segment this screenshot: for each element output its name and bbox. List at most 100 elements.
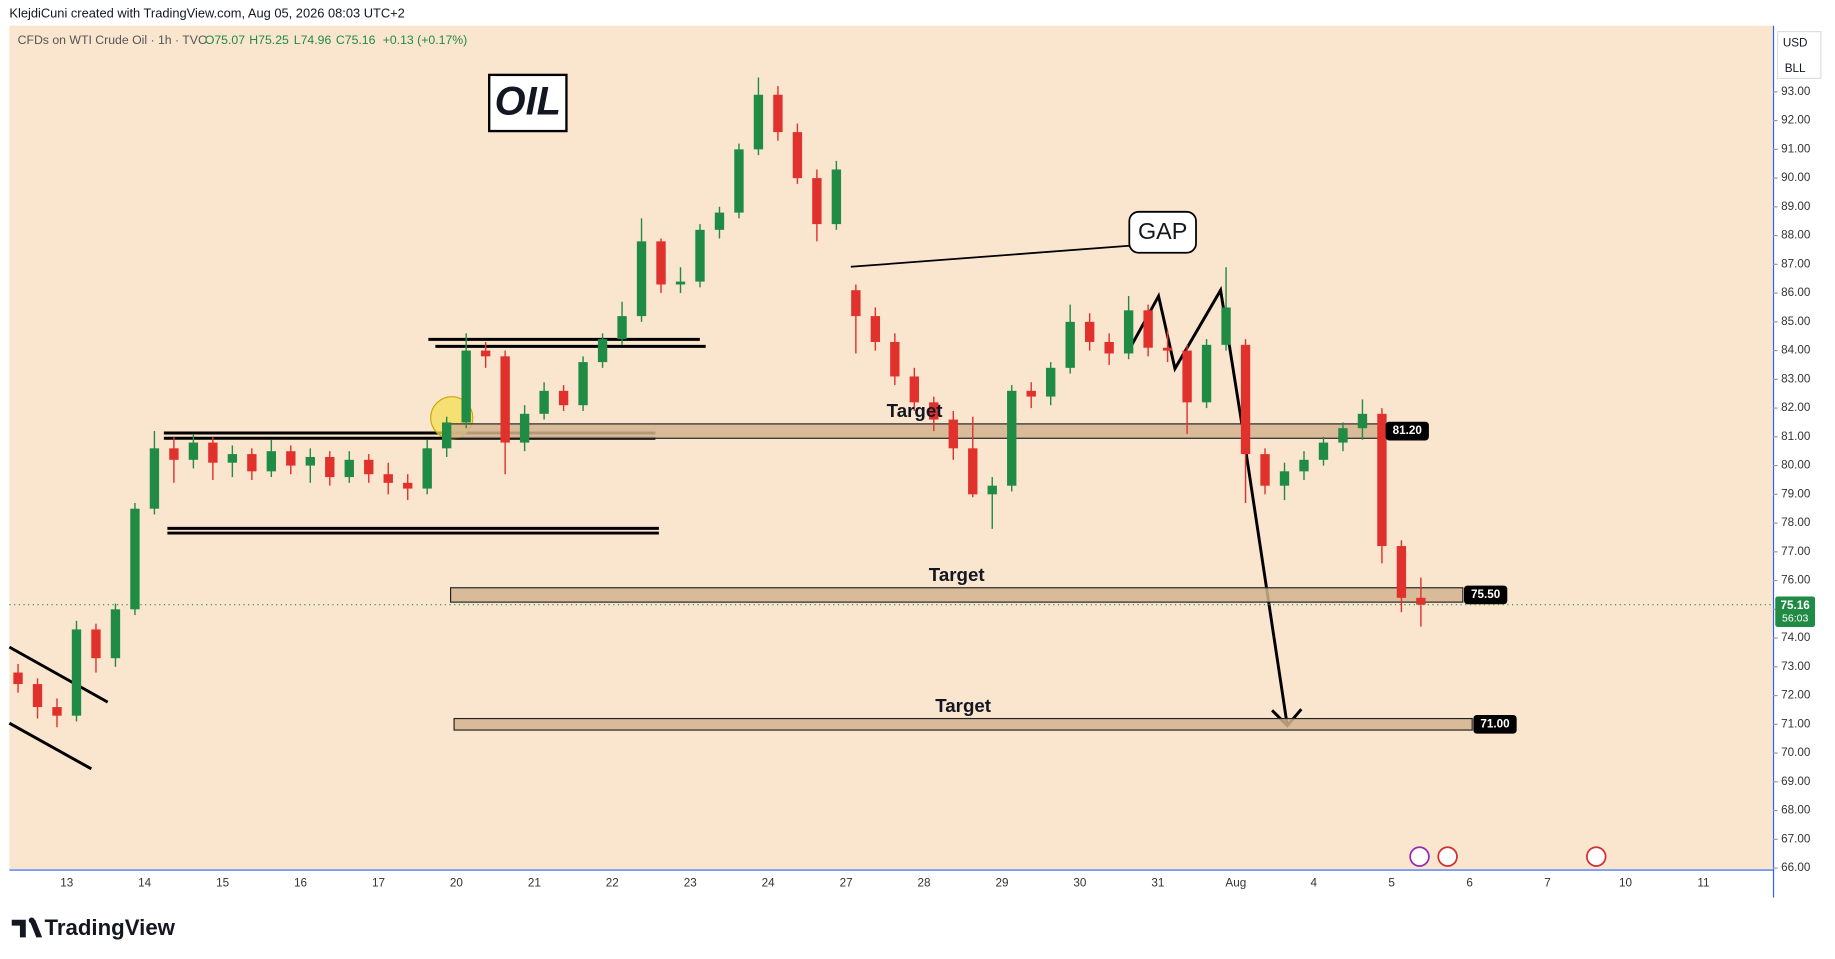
logo-text: TradingView bbox=[45, 915, 176, 940]
y-tick-label: 74.00 bbox=[1781, 631, 1811, 644]
candle-body bbox=[403, 482, 413, 489]
candle-body bbox=[695, 229, 705, 282]
candle-body bbox=[500, 356, 510, 443]
candle-body bbox=[286, 451, 296, 466]
y-tick-label: 92.00 bbox=[1781, 114, 1811, 127]
channel-line bbox=[8, 645, 109, 704]
header: KlejdiCuni created with TradingView.com,… bbox=[9, 5, 404, 20]
y-tick-label: 88.00 bbox=[1781, 229, 1811, 242]
candle-body bbox=[1240, 344, 1251, 455]
y-tick-label: 68.00 bbox=[1781, 804, 1811, 817]
candle-body bbox=[519, 413, 530, 443]
footer-logo: TradingView bbox=[11, 915, 176, 940]
zone-price-label: 71.00 bbox=[1480, 717, 1510, 730]
legend-value: L74.96 bbox=[294, 33, 332, 47]
candle-body bbox=[1123, 310, 1134, 354]
y-tick-label: 78.00 bbox=[1781, 516, 1811, 529]
plot-background bbox=[9, 25, 1773, 870]
candle-body bbox=[1338, 428, 1348, 443]
candle-body bbox=[1396, 546, 1407, 598]
x-tick-label: 22 bbox=[606, 877, 619, 890]
candle-body bbox=[831, 169, 842, 225]
chart-title: OIL bbox=[495, 80, 561, 124]
y-tick-label: 82.00 bbox=[1781, 401, 1811, 414]
y-tick-label: 80.00 bbox=[1781, 459, 1811, 472]
y-tick-label: 81.00 bbox=[1781, 430, 1811, 443]
last-price-label: 75.16 bbox=[1781, 599, 1811, 612]
candle-body bbox=[1104, 341, 1114, 354]
zone-price-label: 81.20 bbox=[1393, 424, 1423, 437]
zone-price-label: 75.50 bbox=[1471, 588, 1501, 601]
candle-body bbox=[851, 290, 861, 317]
logo-icon bbox=[11, 917, 43, 938]
candle-body bbox=[656, 241, 666, 285]
candle-body bbox=[149, 448, 160, 509]
y-tick-label: 89.00 bbox=[1781, 200, 1811, 213]
candle-body bbox=[247, 454, 257, 472]
candle-body bbox=[227, 454, 238, 463]
x-tick-label: Aug bbox=[1225, 877, 1246, 890]
x-tick-label: 16 bbox=[294, 877, 307, 890]
y-tick-label: 71.00 bbox=[1781, 717, 1811, 730]
projection-path bbox=[1130, 285, 1289, 726]
symbol: CFDs on WTI Crude Oil · 1h · TVC bbox=[18, 33, 207, 47]
candle-body bbox=[734, 149, 744, 213]
gap-label: GAP bbox=[1138, 218, 1187, 244]
candle-body bbox=[422, 448, 432, 489]
x-tick-label: 11 bbox=[1697, 877, 1709, 890]
legend-value: +0.13 (+0.17%) bbox=[383, 33, 468, 47]
legend-value: H75.25 bbox=[249, 33, 289, 47]
candle-body bbox=[792, 132, 803, 179]
channel-line bbox=[8, 721, 93, 771]
y-tick-label: 77.00 bbox=[1781, 545, 1811, 558]
candle-body bbox=[1143, 310, 1153, 348]
x-tick-label: 30 bbox=[1073, 877, 1087, 890]
candle-body bbox=[968, 448, 978, 495]
zone-price-box bbox=[1473, 714, 1517, 734]
candle-body bbox=[461, 350, 471, 423]
candle-body bbox=[32, 684, 43, 708]
y-tick-label: 69.00 bbox=[1781, 775, 1811, 788]
candle-body bbox=[480, 350, 491, 357]
candle-body bbox=[325, 456, 335, 478]
candle-body bbox=[636, 241, 647, 317]
x-tick-label: 23 bbox=[684, 877, 697, 890]
y-tick-label: 87.00 bbox=[1781, 257, 1811, 270]
candle-body bbox=[890, 341, 900, 377]
candle-body bbox=[344, 459, 354, 478]
candle-body bbox=[1416, 597, 1426, 605]
target-zone bbox=[449, 587, 1464, 603]
x-tick-label: 6 bbox=[1466, 877, 1473, 890]
candle-body bbox=[266, 451, 277, 472]
y-tick-label: 91.00 bbox=[1781, 142, 1811, 155]
candle-body bbox=[364, 459, 374, 475]
candle-body bbox=[675, 281, 686, 285]
candle-body bbox=[870, 316, 881, 342]
candle-body bbox=[1162, 347, 1173, 351]
candle-body bbox=[13, 672, 23, 685]
candle-body bbox=[909, 376, 919, 403]
y-tick-label: 73.00 bbox=[1781, 660, 1811, 673]
currency: USD bbox=[1783, 36, 1808, 49]
candle-body bbox=[773, 94, 783, 133]
y-tick-label: 84.00 bbox=[1781, 344, 1811, 357]
candle-body bbox=[1260, 454, 1270, 486]
x-tick-label: 31 bbox=[1151, 877, 1164, 890]
candles bbox=[13, 77, 1426, 728]
candle-body bbox=[1357, 413, 1368, 429]
target-zone bbox=[453, 717, 1473, 731]
candle-body bbox=[948, 419, 958, 449]
y-tick-label: 79.00 bbox=[1781, 487, 1811, 500]
y-tick-label: 86.00 bbox=[1781, 286, 1811, 299]
candle-body bbox=[1084, 321, 1095, 342]
x-tick-label: 7 bbox=[1544, 877, 1551, 890]
x-tick-label: 17 bbox=[372, 877, 385, 890]
candle-body bbox=[1279, 471, 1290, 486]
candle-body bbox=[188, 442, 199, 460]
x-tick-label: 29 bbox=[995, 877, 1008, 890]
candle-body bbox=[208, 442, 218, 463]
x-tick-label: 21 bbox=[528, 877, 541, 890]
candle-body bbox=[539, 390, 549, 414]
